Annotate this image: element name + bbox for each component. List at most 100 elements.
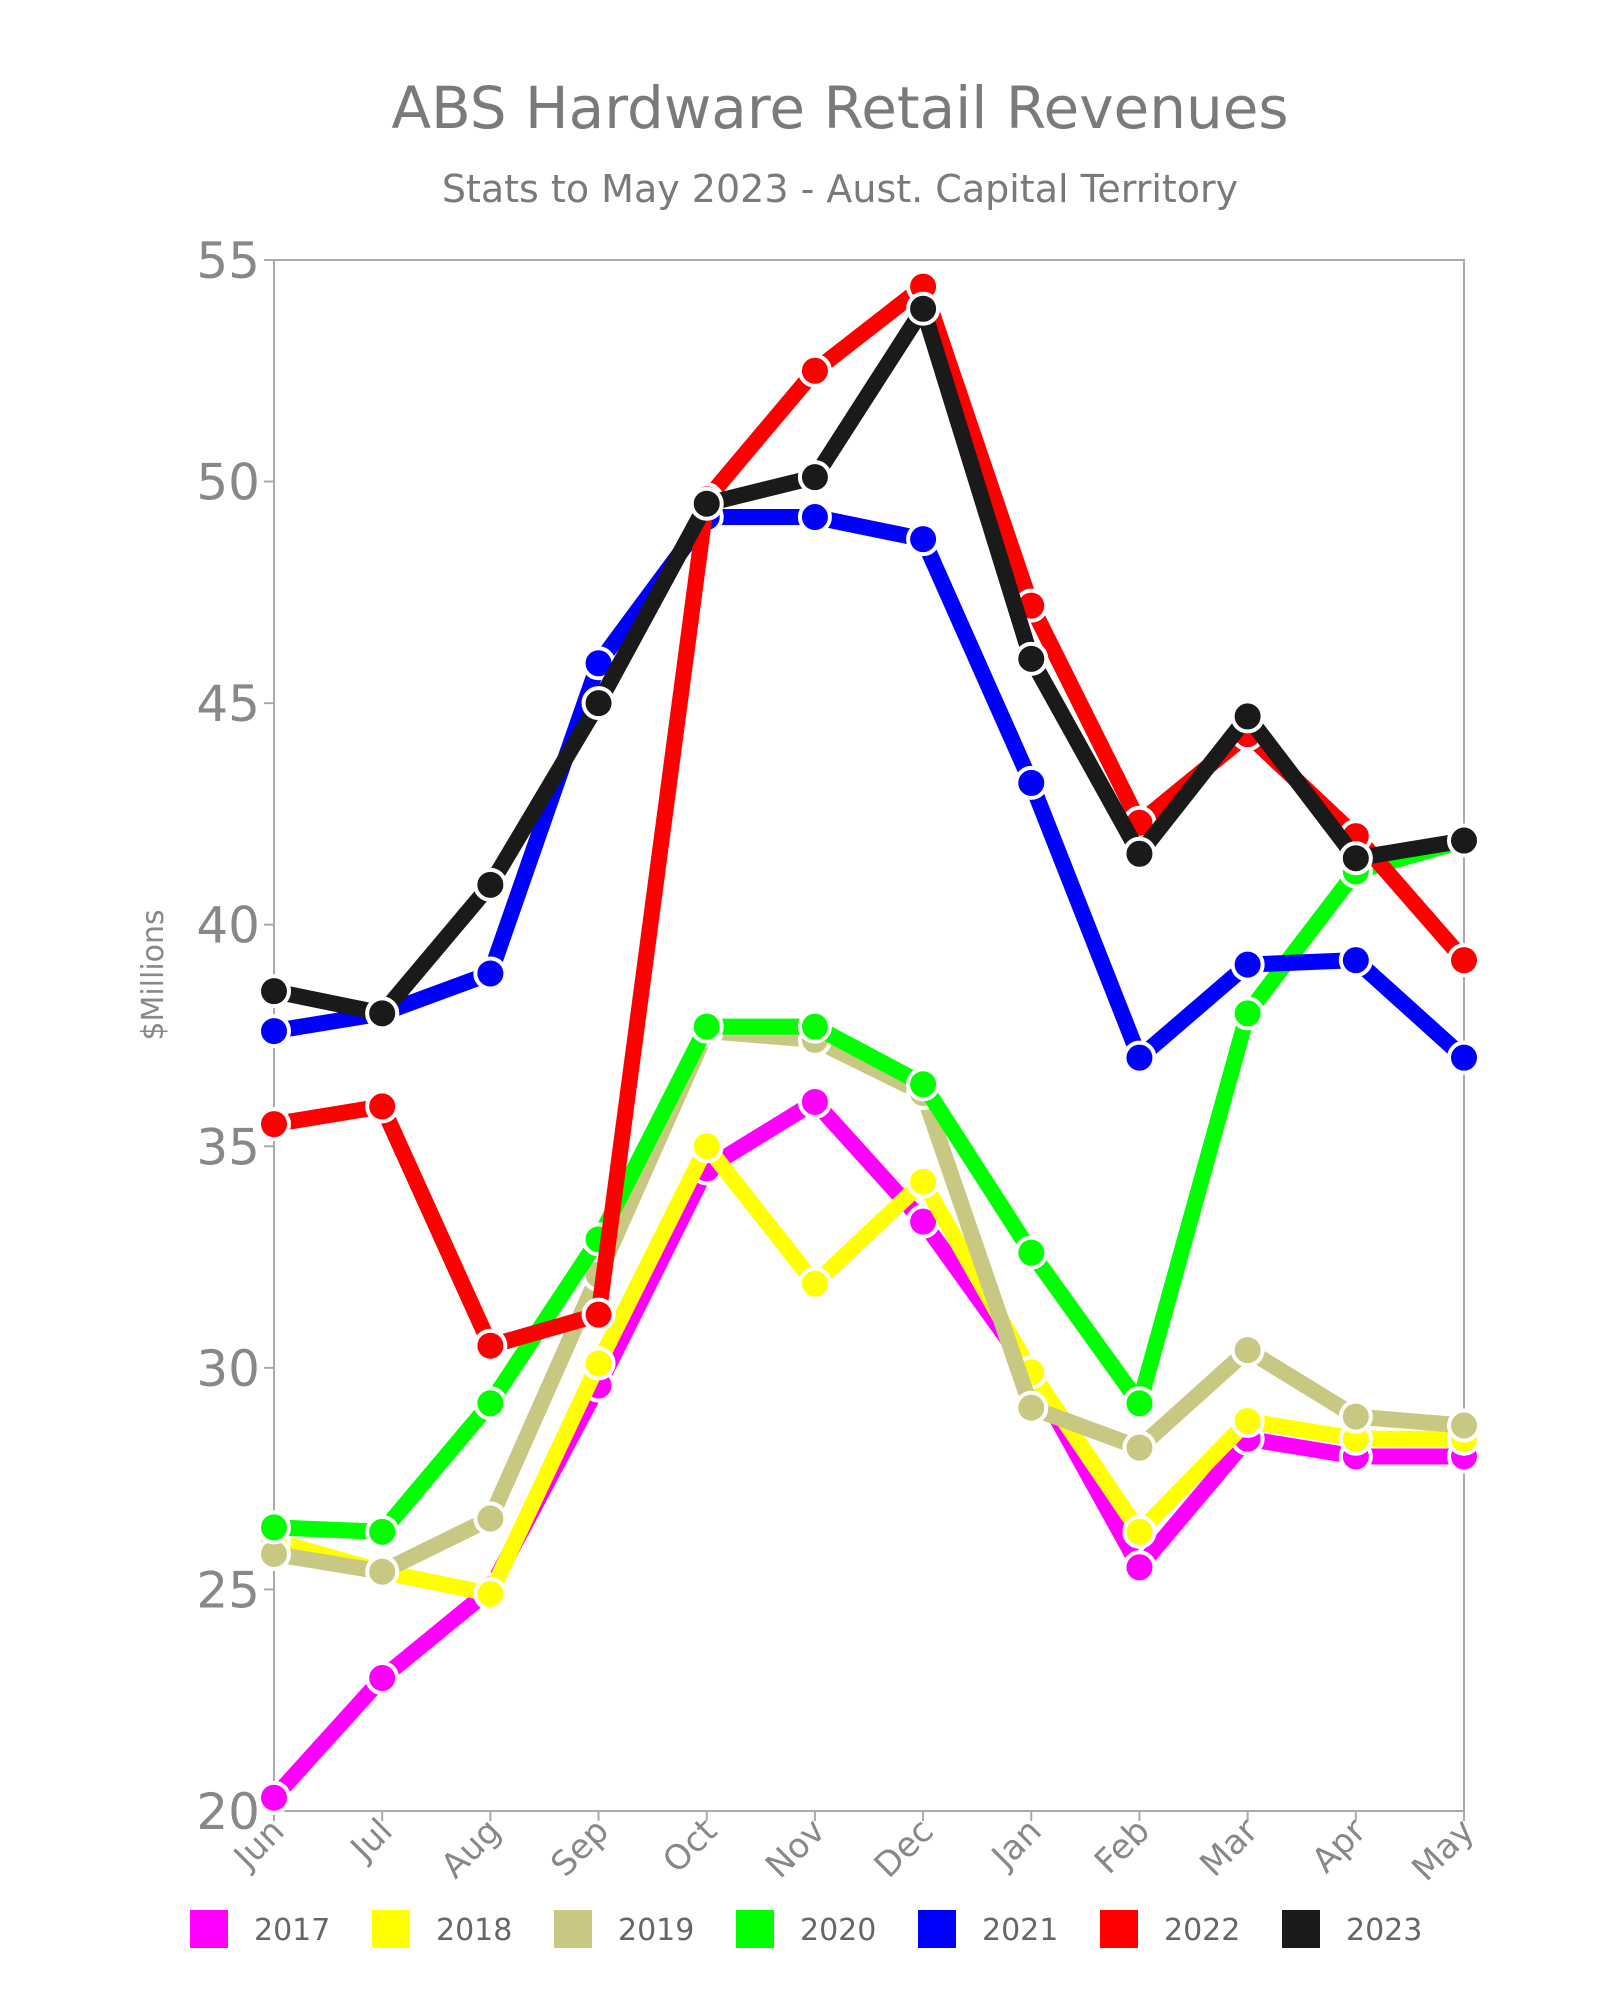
data-point [581, 686, 616, 721]
legend-swatch [1100, 1910, 1138, 1948]
legend-swatch [736, 1910, 774, 1948]
data-point [1122, 1386, 1157, 1421]
data-point [1122, 1550, 1157, 1585]
x-tick-label: Jul [342, 1811, 401, 1870]
data-point [906, 291, 941, 326]
legend-label: 2018 [436, 1913, 512, 1948]
data-point [365, 1554, 400, 1589]
legend-label: 2021 [982, 1913, 1058, 1948]
data-point [581, 1346, 616, 1381]
y-tick-label: 50 [196, 454, 260, 512]
data-point [257, 1014, 291, 1049]
series-line [266, 832, 1472, 1540]
data-point [1447, 1040, 1481, 1075]
data-point [1447, 943, 1481, 978]
data-point [581, 1297, 616, 1332]
data-point [1447, 823, 1481, 858]
legend-item: 2017 [190, 1910, 330, 1948]
x-tick-label: Dec [867, 1811, 942, 1886]
y-tick-label: 55 [196, 232, 260, 290]
data-point [1230, 947, 1265, 982]
data-point [473, 956, 508, 991]
series-2019 [257, 1014, 1481, 1589]
data-point [1230, 1404, 1265, 1439]
data-point [1230, 1333, 1265, 1368]
data-point [365, 1514, 400, 1549]
data-point [689, 1129, 724, 1164]
legend-label: 2022 [1164, 1913, 1240, 1948]
data-point [797, 1084, 832, 1119]
series-layer [257, 269, 1481, 1815]
data-point [906, 1067, 941, 1102]
series-line [266, 1093, 1472, 1806]
x-tick-label: Oct [655, 1811, 725, 1881]
data-point [257, 1107, 291, 1142]
data-point [473, 1501, 508, 1536]
y-tick-label: 20 [196, 1783, 260, 1841]
data-point [257, 1510, 291, 1545]
series-2022 [257, 269, 1481, 1363]
series-2023 [257, 291, 1481, 1031]
data-point [1122, 1514, 1157, 1549]
series-line [266, 509, 1472, 1066]
legend-item: 2018 [372, 1910, 512, 1948]
legend-swatch [554, 1910, 592, 1948]
x-tick-label: Apr [1304, 1811, 1374, 1881]
data-point [797, 1266, 832, 1301]
x-tick-label: Aug [433, 1811, 508, 1886]
x-tick-label: Sep [543, 1811, 617, 1885]
legend-swatch [372, 1910, 410, 1948]
data-point [1338, 943, 1373, 978]
data-point [1338, 1399, 1373, 1434]
data-point [365, 996, 400, 1031]
x-tick-label: Mar [1192, 1811, 1266, 1885]
data-point [1122, 1040, 1157, 1075]
series-line [266, 1138, 1472, 1602]
data-point [906, 522, 941, 557]
data-point [257, 974, 291, 1009]
data-point [1122, 1430, 1157, 1465]
x-tick-label: Feb [1087, 1811, 1158, 1882]
x-tick-label: Nov [758, 1811, 833, 1886]
series-line [266, 278, 1472, 1354]
data-point [797, 500, 832, 535]
y-tick-label: 30 [196, 1340, 260, 1398]
x-tick-label: May [1404, 1811, 1482, 1889]
data-point [473, 1328, 508, 1363]
data-point [906, 1164, 941, 1199]
chart-title: ABS Hardware Retail Revenues [391, 74, 1288, 142]
legend-label: 2020 [800, 1913, 876, 1948]
data-point [1230, 699, 1265, 734]
data-point [797, 1009, 832, 1044]
data-point [1014, 1235, 1049, 1270]
data-point [1230, 996, 1265, 1031]
data-point [797, 353, 832, 388]
series-line [266, 1023, 1472, 1580]
data-point [1338, 841, 1373, 876]
data-point [365, 1089, 400, 1124]
data-point [473, 867, 508, 902]
data-point [257, 1780, 291, 1815]
data-point [1014, 1390, 1049, 1425]
legend-item: 2021 [918, 1910, 1058, 1948]
legend: 2017 2018 2019 2020 2021 2022 2023 [190, 1910, 1422, 1948]
series-line [266, 300, 1472, 1022]
legend-label: 2019 [618, 1913, 694, 1948]
data-point [1447, 1408, 1481, 1443]
legend-label: 2017 [254, 1913, 330, 1948]
data-point [1014, 765, 1049, 800]
data-point [689, 1009, 724, 1044]
legend-swatch [190, 1910, 228, 1948]
data-point [473, 1576, 508, 1611]
series-2020 [257, 823, 1481, 1549]
chart-subtitle: Stats to May 2023 - Aust. Capital Territ… [442, 167, 1238, 211]
y-axis-label: $Millions [136, 909, 171, 1040]
legend-item: 2022 [1100, 1910, 1240, 1948]
legend-swatch [918, 1910, 956, 1948]
y-tick-label: 45 [196, 675, 260, 733]
data-point [1014, 641, 1049, 676]
legend-item: 2023 [1282, 1910, 1422, 1948]
legend-label: 2023 [1346, 1913, 1422, 1948]
data-point [689, 486, 724, 521]
